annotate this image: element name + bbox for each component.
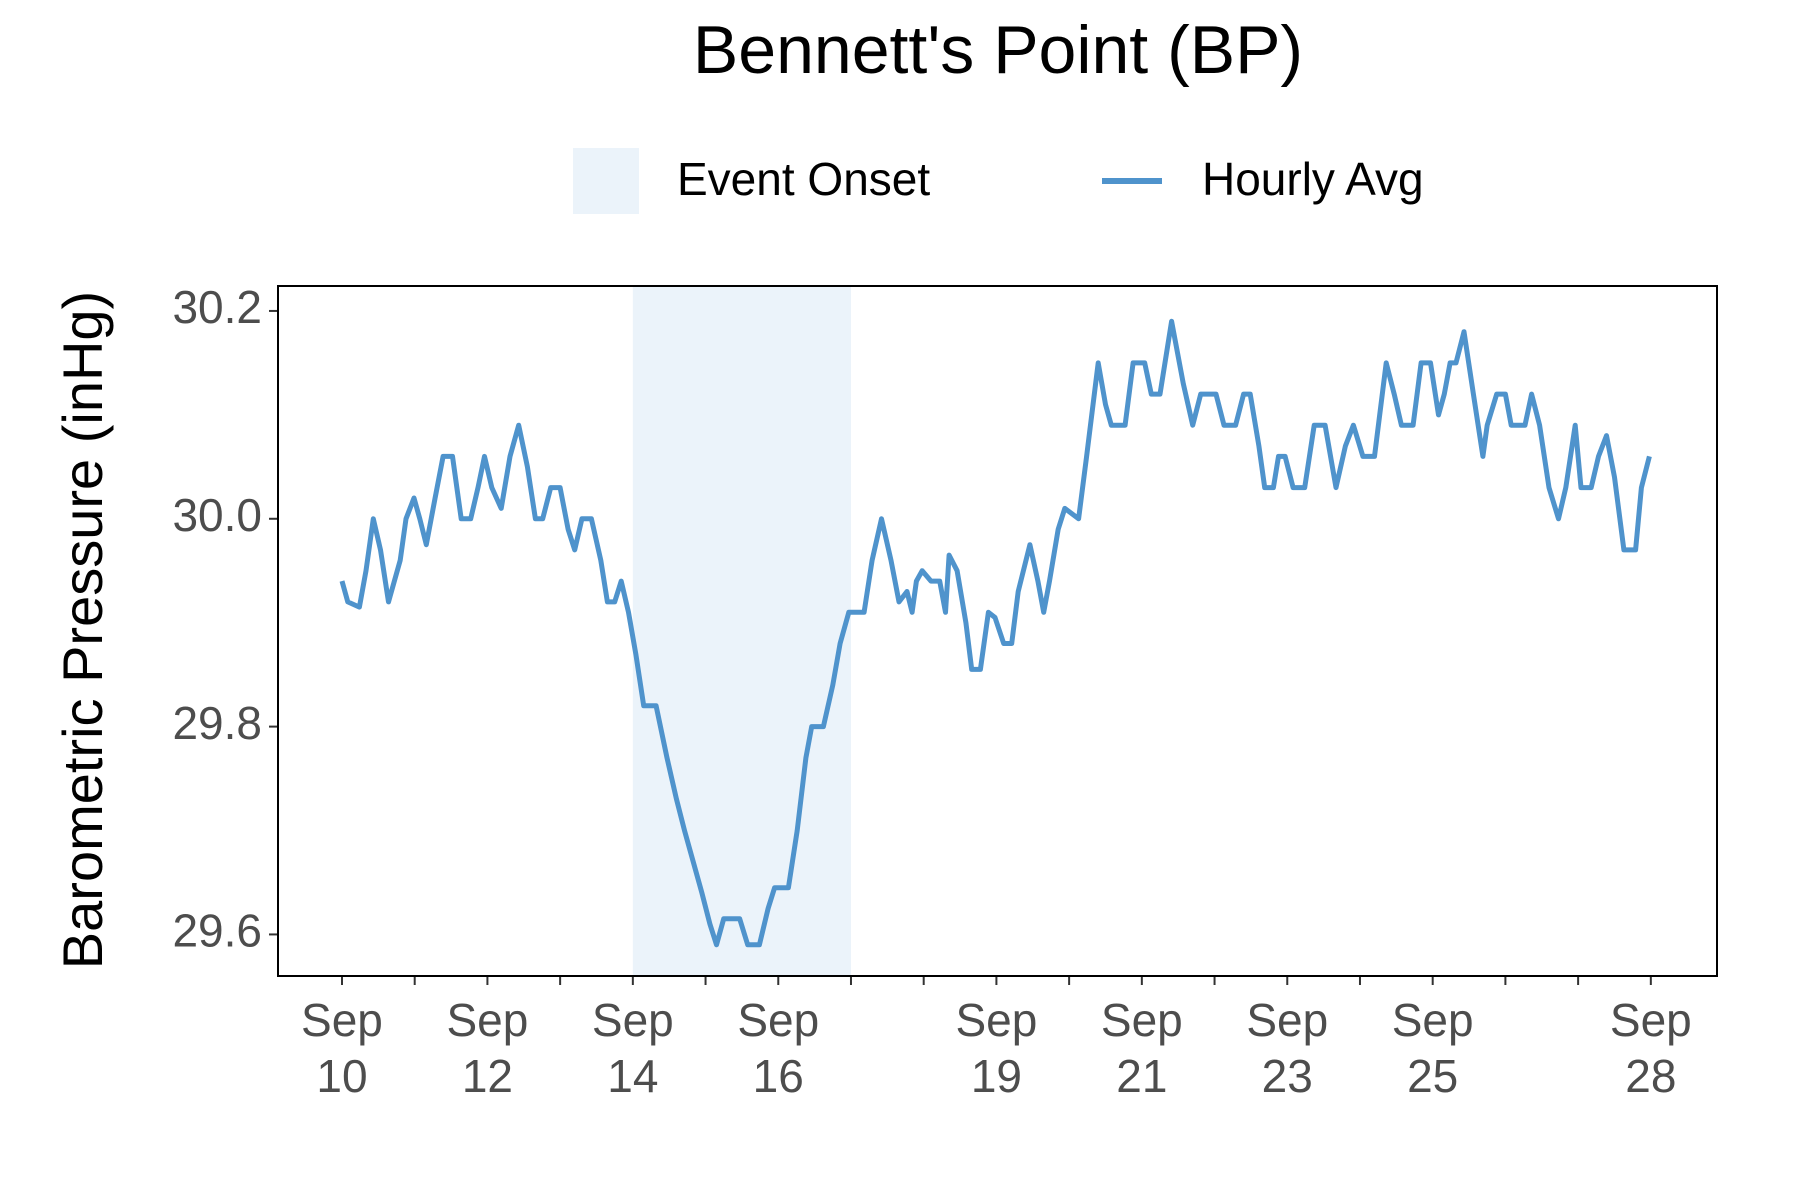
x-tick-label: Sep 10 — [301, 994, 383, 1102]
x-tick-label: Sep 14 — [592, 994, 674, 1102]
y-tick-label: 29.8 — [172, 697, 262, 749]
y-tick-label: 29.6 — [172, 905, 262, 957]
legend-swatch-shade — [573, 148, 639, 214]
y-axis-title: Barometric Pressure (inHg) — [51, 291, 114, 969]
chart-title: Bennett's Point (BP) — [693, 12, 1303, 88]
x-tick-label: Sep 21 — [1101, 994, 1183, 1102]
x-tick-label: Sep 12 — [446, 994, 528, 1102]
x-tick-label: Sep 25 — [1392, 994, 1474, 1102]
x-tick-label: Sep 16 — [737, 994, 819, 1102]
x-tick-label: Sep 19 — [955, 994, 1037, 1102]
x-tick-label: Sep 23 — [1246, 994, 1328, 1102]
y-tick-label: 30.0 — [172, 489, 262, 541]
y-tick-label: 30.2 — [172, 281, 262, 333]
plot-border — [277, 285, 1718, 977]
event-onset-band — [632, 286, 851, 976]
legend-label: Hourly Avg — [1202, 153, 1424, 205]
line — [339, 318, 1652, 948]
x-tick-label: Sep 28 — [1610, 994, 1692, 1102]
legend-label: Event Onset — [677, 153, 930, 205]
